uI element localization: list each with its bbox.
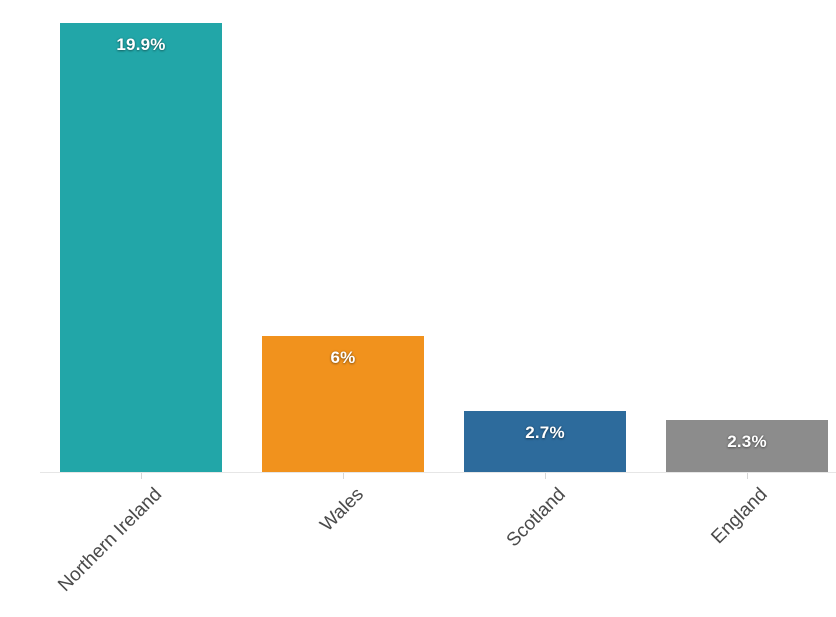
x-axis-line — [40, 472, 836, 473]
bar-value-label: 19.9% — [116, 35, 166, 54]
bar-value-label: 2.3% — [727, 432, 767, 451]
bar-value-label: 2.7% — [525, 423, 565, 442]
x-axis-tick — [141, 473, 142, 479]
x-axis-label-england: England — [707, 484, 772, 549]
bar-value-label: 6% — [330, 348, 356, 367]
x-axis-tick — [747, 473, 748, 479]
x-axis-label-northern-ireland: Northern Ireland — [53, 484, 166, 596]
x-axis-label-wales: Wales — [316, 484, 368, 536]
bar-england[interactable]: 2.3% — [666, 420, 828, 472]
x-axis-label-scotland: Scotland — [502, 484, 570, 552]
x-axis-tick — [545, 473, 546, 479]
bar-scotland[interactable]: 2.7% — [464, 411, 626, 472]
bar-wales[interactable]: 6% — [262, 336, 424, 472]
x-axis-tick — [343, 473, 344, 479]
bar-northern-ireland[interactable]: 19.9% — [60, 23, 222, 472]
